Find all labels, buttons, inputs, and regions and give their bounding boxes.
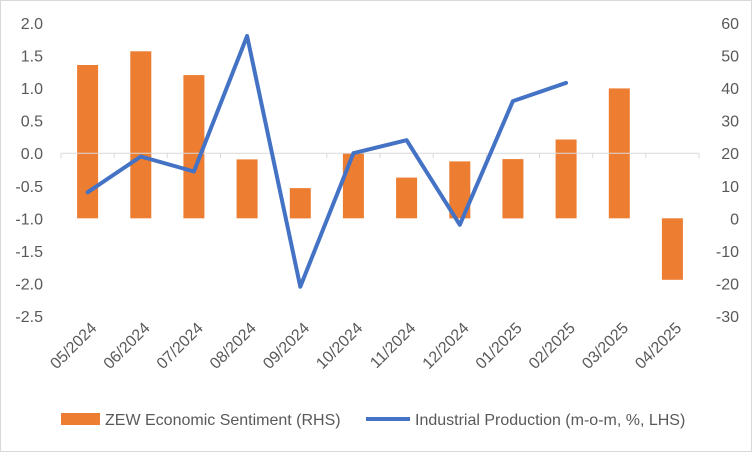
bar-zew-9 [502,159,524,219]
axis-layer [60,152,700,159]
left-axis-tick-label: 1.0 [21,81,43,98]
bar-zew-6 [342,153,364,219]
x-axis-tick-label: 01/2025 [473,320,526,373]
x-axis-tick-label: 08/2024 [207,320,260,373]
legend-swatch-zew [61,413,100,425]
right-axis-tick-label: 30 [721,114,739,131]
x-axis-tick-label: 07/2024 [154,320,207,373]
x-axis-tick-label: 10/2024 [313,320,366,373]
right-axis-tick-label: 40 [721,81,739,98]
line-industrial-production [85,34,569,289]
bar-zew-10 [555,139,577,219]
x-axis-tick-label: 04/2025 [632,320,685,373]
right-axis-tick-label: 50 [721,49,739,66]
right-axis-tick-label: 20 [721,146,739,163]
right-axis-ticks: 60 50 40 30 20 10 0 -10 -20 -30 [716,16,739,326]
bar-zew-12 [661,218,683,280]
left-axis-tick-label: -0.5 [15,179,43,196]
bars-layer [77,51,683,280]
left-axis-tick-label: -2.0 [15,276,43,293]
x-axis-tick-label: 09/2024 [260,320,313,373]
legend-label-industrial-production: Industrial Production (m-o-m, %, LHS) [415,412,685,429]
x-axis-tick-label: 06/2024 [101,320,154,373]
left-axis-tick-label: -1.0 [15,211,43,228]
left-axis-tick-label: 1.5 [21,49,43,66]
right-axis-tick-label: 60 [721,16,739,33]
bar-zew-1 [77,65,99,219]
bar-zew-3 [183,75,205,219]
x-axis-tick-label: 05/2024 [47,320,100,373]
right-axis-tick-label: -10 [716,244,739,261]
left-axis-tick-label: 2.0 [21,16,43,33]
bar-zew-5 [289,188,311,219]
x-axis-tick-label: 12/2024 [420,320,473,373]
left-axis-tick-label: -1.5 [15,244,43,261]
left-axis-tick-label: 0.0 [21,146,43,163]
bar-zew-8 [449,161,471,219]
right-axis-tick-label: -20 [716,276,739,293]
left-axis-tick-label: -2.5 [15,309,43,326]
bar-zew-4 [236,159,258,219]
right-axis-tick-label: 0 [730,211,739,228]
legend: ZEW Economic Sentiment (RHS) Industrial … [61,412,685,429]
right-axis-tick-label: -30 [716,309,739,326]
bar-zew-7 [396,177,418,219]
left-axis-tick-label: 0.5 [21,114,43,131]
x-axis-ticks: 05/2024 06/2024 07/2024 08/2024 09/2024 10/20… [47,320,685,373]
x-axis-tick-label: 11/2024 [367,320,419,372]
left-axis-ticks: 2.0 1.5 1.0 0.5 0.0 -0.5 -1.0 -1.5 -2.0 -2.5 [15,16,43,326]
right-axis-tick-label: 10 [721,179,739,196]
x-axis-tick-label: 03/2025 [579,320,632,373]
bar-zew-2 [130,51,152,219]
x-axis-tick-label: 02/2025 [526,320,579,373]
legend-label-zew: ZEW Economic Sentiment (RHS) [105,412,341,429]
line-layer [85,34,569,289]
